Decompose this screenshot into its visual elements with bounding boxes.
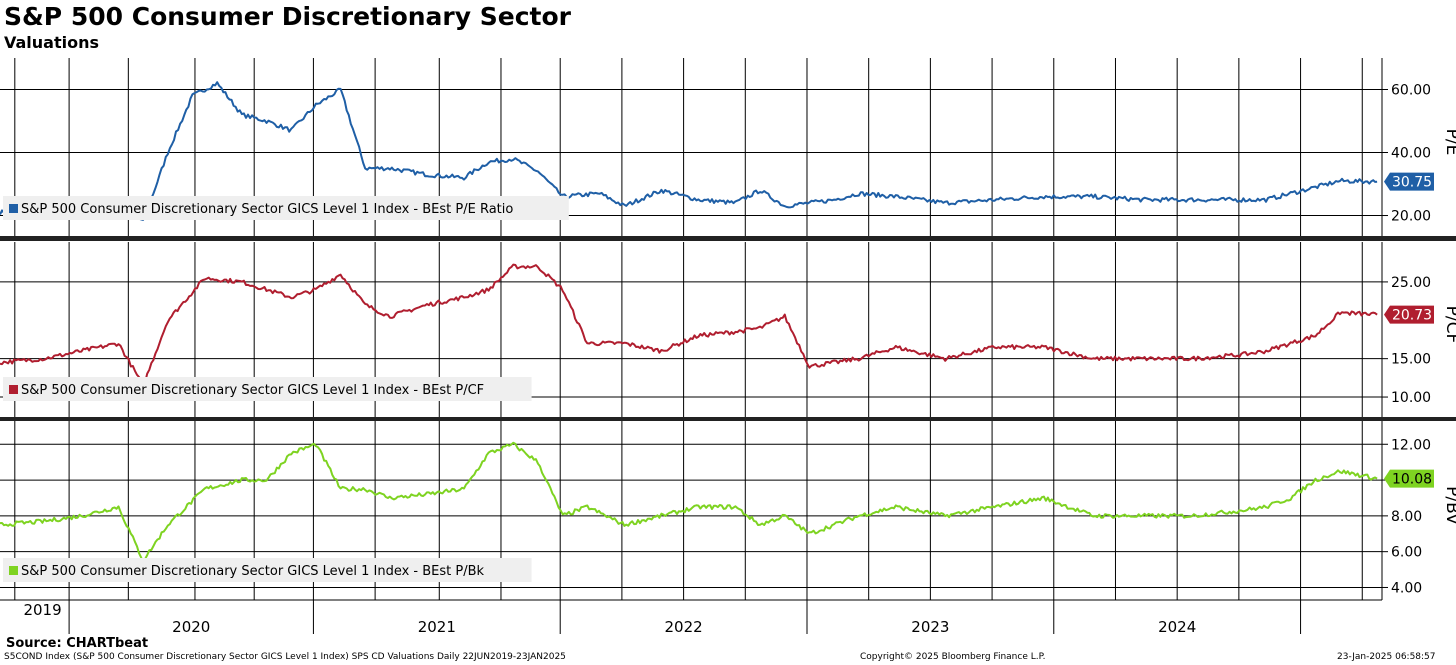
footer-description: S5COND Index (S&P 500 Consumer Discretio… (4, 652, 566, 662)
ylabel-P/E: P/E (1442, 129, 1456, 156)
ytick-label-P/E-1: 40.00 (1391, 146, 1431, 162)
last-value-label-P/BV: 10.08 (1392, 472, 1432, 488)
x-year-label-2020: 2020 (172, 618, 210, 636)
last-value-label-P/E: 30.75 (1392, 175, 1432, 191)
ylabel-P/CF: P/CF (1442, 306, 1456, 344)
last-value-badge-P/E (1384, 172, 1434, 191)
panel-separator-1 (0, 236, 1456, 241)
x-year-label-2019: 2019 (23, 601, 61, 619)
legend-label-P/CF: S&P 500 Consumer Discretionary Sector GI… (21, 383, 484, 398)
last-value-badge-P/CF (1384, 305, 1434, 324)
ytick-label-P/BV-4: 12.00 (1391, 437, 1431, 453)
ytick-label-P/BV-0: 4.00 (1391, 580, 1422, 596)
chart-title: S&P 500 Consumer Discretionary Sector (4, 2, 571, 31)
ytick-label-P/CF-2: 25.00 (1391, 275, 1431, 291)
last-value-badge-P/BV (1384, 469, 1434, 488)
legend-swatch-P/CF (9, 385, 18, 394)
x-year-label-2021: 2021 (418, 618, 456, 636)
series-line-P/E (0, 81, 1378, 221)
last-value-label-P/CF: 20.73 (1392, 308, 1432, 324)
legend-swatch-P/E (9, 204, 18, 213)
legend-box-P/CF (3, 377, 532, 401)
source-note: Source: CHARTbeat (6, 636, 149, 651)
x-year-label-2024: 2024 (1158, 618, 1196, 636)
legend-box-P/BV (3, 558, 532, 582)
ylabel-P/BV: P/BV (1442, 486, 1456, 525)
ytick-label-P/BV-1: 6.00 (1391, 545, 1422, 561)
ytick-label-P/CF-1: 15.00 (1391, 352, 1431, 368)
ytick-label-P/CF-0: 10.00 (1391, 390, 1431, 406)
ytick-label-P/E-0: 20.00 (1391, 209, 1431, 225)
legend-label-P/BV: S&P 500 Consumer Discretionary Sector GI… (21, 564, 485, 579)
chart-subtitle: Valuations (4, 33, 100, 52)
series-line-P/CF (0, 263, 1378, 385)
footer-timestamp: 23-Jan-2025 06:58:57 (1337, 652, 1436, 662)
legend-box-P/E (3, 196, 569, 220)
legend-label-P/E: S&P 500 Consumer Discretionary Sector GI… (21, 202, 513, 217)
ytick-label-P/BV-2: 8.00 (1391, 509, 1422, 525)
ytick-label-P/E-2: 60.00 (1391, 83, 1431, 99)
legend-swatch-P/BV (9, 566, 18, 575)
x-year-label-2023: 2023 (911, 618, 949, 636)
series-line-P/BV (0, 441, 1378, 563)
x-year-label-2022: 2022 (665, 618, 703, 636)
footer-copyright: Copyright© 2025 Bloomberg Finance L.P. (860, 652, 1046, 662)
panel-separator-2 (0, 417, 1456, 421)
